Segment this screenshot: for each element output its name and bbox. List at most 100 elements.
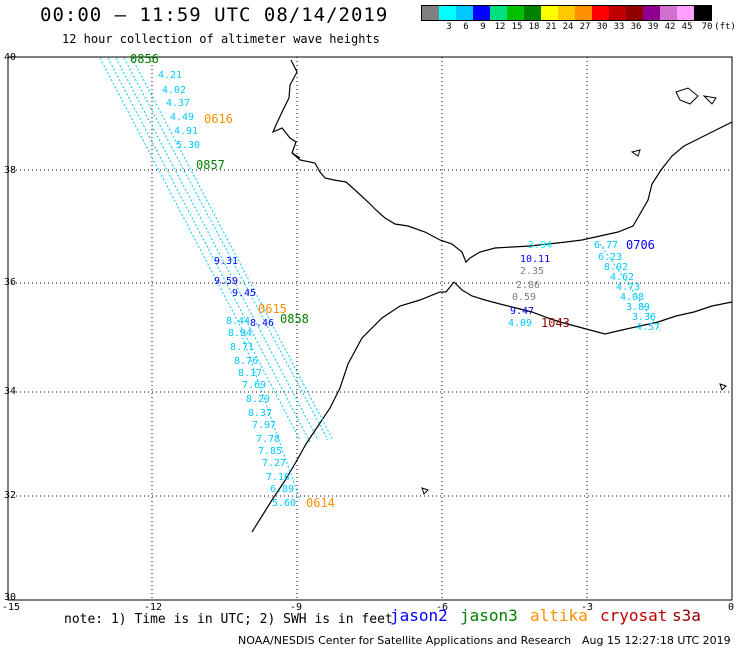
island-mallorca (675, 87, 699, 105)
wave-height-value: 9.45 (232, 288, 257, 299)
ground-track-east (599, 243, 661, 331)
ground-tracks-east (599, 243, 661, 331)
wave-height-value: 8.02 (604, 262, 629, 273)
wave-height-value: 8.37 (248, 408, 273, 419)
chart-title: 00:00 – 11:59 UTC 08/14/2019 (40, 4, 389, 26)
legend-label: 30 (596, 22, 608, 32)
wave-height-value: 7.78 (256, 434, 281, 445)
wave-height-value: 6.77 (594, 240, 619, 251)
wave-height-value: 4.91 (174, 126, 199, 137)
satellite-s3a: s3a (672, 606, 701, 625)
wave-height-value: 9.47 (510, 306, 535, 317)
legend-label: 15 (511, 22, 523, 32)
ground-track-4 (123, 57, 329, 441)
island-alboran (421, 487, 429, 495)
legend-label: 9 (480, 22, 486, 32)
lat-tick: 34 (4, 386, 17, 397)
wave-height-value: 8.94 (228, 328, 253, 339)
legend-label: 12 (494, 22, 506, 32)
satellite-cryosat: cryosat (600, 606, 668, 625)
wave-height-value: 10.11 (520, 254, 551, 265)
legend-label: 42 (664, 22, 676, 32)
legend-label: 45 (681, 22, 693, 32)
pass-time-label: 0857 (196, 158, 225, 172)
wave-height-value: 8.17 (238, 368, 263, 379)
wave-height-value: 2.35 (520, 266, 545, 277)
ground-track-3 (115, 57, 319, 441)
lat-tick: 38 (4, 165, 17, 176)
lat-tick: 40 (4, 52, 17, 63)
wave-height-value: 4.57 (636, 322, 661, 333)
wave-height-value: 6.89 (270, 484, 295, 495)
lon-tick: -12 (144, 602, 163, 613)
legend-swatch (677, 6, 694, 20)
ground-track-2 (107, 57, 311, 443)
pass-time-label: 0616 (204, 112, 233, 126)
wave-height-value: 3.89 (626, 302, 651, 313)
satellite-jason2: jason2 (390, 606, 448, 625)
wave-height-value: 4.37 (166, 98, 191, 109)
legend-label: 21 (545, 22, 557, 32)
legend-swatch (609, 6, 626, 20)
wave-height-value: 6.23 (598, 252, 623, 263)
wave-height-value: 9.59 (214, 276, 239, 287)
wave-height-value: 7.97 (252, 420, 277, 431)
color-legend (421, 5, 712, 21)
lon-tick: -6 (436, 602, 449, 613)
pass-time-label: 0858 (280, 312, 309, 326)
units-note: note: 1) Time is in UTC; 2) SWH is in fe… (64, 612, 393, 627)
wave-height-value: 4.49 (170, 112, 195, 123)
pass-time-label: 0856 (130, 52, 159, 66)
wave-height-value: 7.85 (258, 446, 283, 457)
lon-tick: -9 (290, 602, 303, 613)
satellite-altika: altika (530, 606, 588, 625)
morocco-algeria-coast (453, 281, 733, 335)
legend-label: 27 (579, 22, 591, 32)
legend-swatch (660, 6, 677, 20)
legend-swatch (626, 6, 643, 20)
lat-tick: 32 (4, 490, 17, 501)
legend-labels: 3 6 9 12 15 18 21 24 27 30 33 36 39 42 4… (421, 22, 740, 36)
wave-height-value: 8.29 (246, 394, 271, 405)
wave-height-value: 8.76 (234, 356, 259, 367)
lon-tick: -15 (2, 602, 21, 613)
legend-label: 18 (528, 22, 540, 32)
legend-swatch (473, 6, 490, 20)
legend-swatch (507, 6, 524, 20)
lon-tick: 0 (728, 602, 735, 613)
wave-height-value: 4.62 (610, 272, 635, 283)
wave-height-value: 5.30 (176, 140, 201, 151)
legend-swatch (524, 6, 541, 20)
wave-height-value: 8.46 (250, 318, 275, 329)
wave-height-value: 5.60 (272, 498, 297, 509)
wave-height-value: 9.31 (214, 256, 239, 267)
legend-swatch (558, 6, 575, 20)
wave-height-value: 8.71 (230, 342, 255, 353)
island-menorca (702, 95, 717, 105)
wave-height-value: 7.69 (242, 380, 267, 391)
wave-height-value: 0.59 (512, 292, 537, 303)
wave-height-value: 4.09 (508, 318, 533, 329)
iberia-coastline (271, 59, 733, 264)
generated-timestamp: Aug 15 12:27:18 UTC 2019 (582, 634, 731, 647)
pass-time-label: 0615 (258, 302, 287, 316)
lat-tick: 30 (4, 592, 17, 603)
wave-height-value: 4.02 (162, 85, 187, 96)
wave-height-value: 7.27 (262, 458, 287, 469)
legend-label: 3 (446, 22, 452, 32)
legend-label: 24 (562, 22, 574, 32)
legend-swatch (575, 6, 592, 20)
legend-label: 33 (613, 22, 625, 32)
ground-tracks (99, 57, 334, 501)
agency-credit: NOAA/NESDIS Center for Satellite Applica… (238, 634, 572, 647)
wave-height-value: 8.44 (226, 316, 251, 327)
lat-tick: 36 (4, 277, 17, 288)
wave-height-value: 4.73 (616, 282, 641, 293)
legend-swatch (490, 6, 507, 20)
wave-height-value: 3.36 (632, 312, 657, 323)
legend-swatch (422, 6, 439, 20)
legend-swatch (592, 6, 609, 20)
legend-swatch (541, 6, 558, 20)
